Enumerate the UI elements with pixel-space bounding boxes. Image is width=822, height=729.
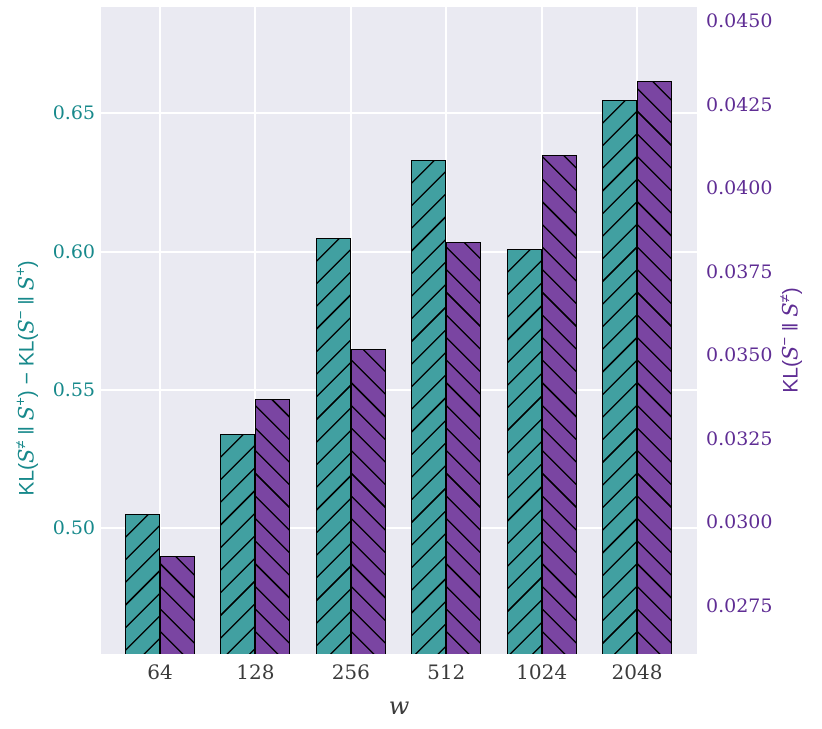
h-gridline-0.65 (101, 112, 697, 115)
right-tick-0.0400: 0.0400 (706, 177, 773, 200)
bar-teal-1024 (506, 248, 542, 654)
bar-teal-512 (411, 160, 447, 654)
right-tick-0.0300: 0.0300 (706, 511, 773, 534)
v-gridline-64 (159, 7, 161, 654)
right-tick-0.0450: 0.0450 (706, 10, 773, 33)
v-gridline-128 (254, 7, 257, 654)
x-tick-64: 64 (147, 660, 173, 684)
bar-teal-256 (315, 237, 351, 654)
bar-purple-512 (446, 241, 482, 654)
x-tick-256: 256 (331, 660, 370, 684)
right-tick-0.0425: 0.0425 (706, 93, 773, 116)
right-tick-0.0275: 0.0275 (706, 594, 773, 617)
h-gridline-0.50 (101, 527, 697, 530)
x-tick-1024: 1024 (516, 660, 568, 684)
left-tick-0.60: 0.60 (52, 240, 95, 263)
right-y-axis-label: KL(S− ‖ S≠) (777, 287, 803, 393)
right-tick-0.0375: 0.0375 (706, 260, 773, 283)
h-gridline-0.60 (101, 250, 697, 253)
x-tick-2048: 2048 (611, 660, 663, 684)
left-tick-0.50: 0.50 (52, 517, 95, 540)
bar-purple-64 (160, 555, 195, 654)
v-gridline-256 (349, 7, 352, 654)
plot-area (101, 7, 697, 654)
left-tick-0.65: 0.65 (52, 102, 95, 125)
left-tick-0.55: 0.55 (52, 378, 95, 401)
bar-teal-2048 (602, 99, 637, 654)
right-tick-0.0325: 0.0325 (706, 427, 773, 450)
right-tick-0.0350: 0.0350 (706, 344, 773, 367)
bar-purple-2048 (637, 81, 672, 654)
x-tick-128: 128 (236, 660, 275, 684)
x-tick-512: 512 (427, 660, 466, 684)
bar-teal-64 (125, 514, 160, 654)
bar-purple-128 (255, 398, 291, 654)
bar-teal-128 (220, 434, 256, 654)
bar-purple-256 (350, 348, 386, 654)
h-gridline-0.55 (101, 388, 697, 391)
bar-purple-1024 (541, 154, 577, 654)
x-axis-label: w (388, 692, 410, 720)
